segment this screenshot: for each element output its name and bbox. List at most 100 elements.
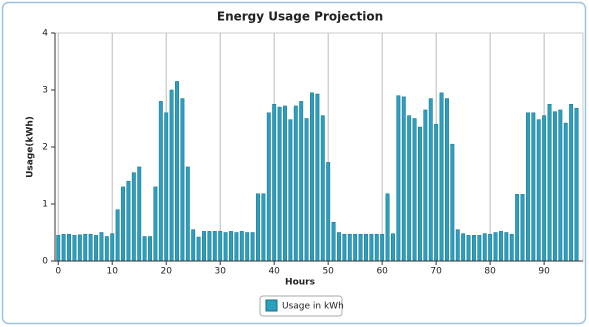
- bar: [293, 105, 298, 262]
- bar: [245, 232, 250, 262]
- bar: [137, 166, 142, 262]
- bar: [428, 98, 433, 262]
- x-axis-label: Hours: [285, 278, 315, 288]
- bar: [423, 109, 428, 262]
- bar: [364, 233, 368, 262]
- bar: [418, 126, 422, 262]
- bar: [434, 123, 439, 262]
- bar: [229, 231, 233, 262]
- bar: [547, 104, 552, 262]
- bar: [320, 115, 325, 262]
- bar: [256, 193, 260, 262]
- bar: [110, 233, 115, 262]
- bar: [169, 89, 174, 262]
- bar: [461, 233, 466, 262]
- bar: [266, 112, 271, 262]
- bar: [196, 236, 201, 262]
- bar: [552, 111, 557, 262]
- bar: [407, 115, 412, 262]
- bar: [126, 180, 131, 262]
- legend-swatch: [265, 299, 278, 312]
- bar: [148, 236, 152, 262]
- y-tick-label: 1: [42, 200, 48, 210]
- x-tick-label: 10: [107, 267, 119, 277]
- bar: [326, 162, 331, 262]
- bar: [212, 231, 217, 262]
- bar: [401, 96, 406, 262]
- bar: [493, 232, 498, 262]
- bar: [310, 92, 314, 262]
- bar: [153, 186, 158, 262]
- x-tick-label: 30: [214, 267, 226, 277]
- bar: [331, 221, 336, 262]
- bar: [358, 233, 363, 262]
- bar: [466, 235, 471, 262]
- bar: [520, 194, 525, 262]
- x-tick-label: 50: [322, 267, 334, 277]
- y-tick-label: 2: [42, 143, 48, 153]
- bar: [374, 233, 379, 262]
- bar: [482, 233, 487, 262]
- legend-box: [259, 295, 343, 317]
- bar: [288, 119, 293, 262]
- bar: [261, 193, 266, 262]
- bar: [115, 209, 120, 262]
- bar: [488, 233, 493, 262]
- y-tick-label: 3: [42, 86, 48, 96]
- bar: [574, 107, 579, 262]
- bar: [94, 235, 98, 262]
- bar: [218, 231, 223, 262]
- y-tick-label: 0: [42, 257, 48, 267]
- bar: [299, 101, 304, 262]
- bar: [342, 233, 347, 262]
- bar: [347, 233, 352, 262]
- bar: [104, 236, 109, 262]
- bar: [250, 232, 255, 262]
- bar: [180, 98, 185, 262]
- bar: [439, 92, 444, 262]
- bar: [202, 231, 206, 262]
- bar: [337, 232, 341, 262]
- bar: [385, 193, 390, 262]
- bar: [412, 118, 417, 262]
- bar: [72, 235, 77, 262]
- x-tick-label: 90: [538, 267, 550, 277]
- bar: [77, 234, 82, 262]
- bar: [380, 233, 385, 262]
- bar: [569, 104, 574, 262]
- bar: [142, 236, 147, 262]
- bar: [455, 229, 460, 262]
- bar: [498, 231, 503, 262]
- bar: [283, 105, 287, 262]
- legend: Usage in kWh: [259, 295, 344, 317]
- x-tick-label: 60: [376, 267, 388, 277]
- bar: [61, 233, 66, 262]
- bar: [158, 101, 163, 262]
- bar: [471, 235, 476, 262]
- bar: [504, 232, 509, 262]
- bar: [563, 122, 568, 262]
- x-tick-label: 40: [268, 267, 280, 277]
- bar: [223, 232, 228, 262]
- y-axis-label: Usage(kWh): [26, 116, 36, 178]
- bar: [234, 232, 239, 262]
- bar: [369, 233, 374, 262]
- y-tick-label: 4: [42, 29, 48, 39]
- bar: [185, 166, 190, 262]
- bar: [99, 232, 104, 262]
- bar: [477, 235, 482, 262]
- bar: [131, 172, 136, 262]
- bar: [558, 109, 563, 262]
- bar: [164, 112, 169, 262]
- bar: [536, 119, 541, 262]
- bar: [67, 233, 71, 262]
- bar: [525, 112, 530, 262]
- chart-title: Energy Usage Projection: [217, 10, 383, 24]
- x-tick-label: 0: [55, 267, 61, 277]
- bar: [304, 118, 309, 262]
- bar: [542, 115, 547, 262]
- bar: [531, 112, 536, 262]
- bar: [83, 233, 88, 262]
- bar: [509, 233, 514, 262]
